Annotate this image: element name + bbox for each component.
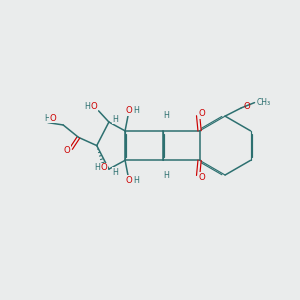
Text: O: O bbox=[126, 176, 133, 185]
Text: O: O bbox=[64, 146, 70, 155]
Text: H: H bbox=[112, 115, 118, 124]
Text: O: O bbox=[126, 106, 133, 115]
Text: O: O bbox=[199, 173, 206, 182]
Text: O: O bbox=[91, 102, 97, 111]
Text: O: O bbox=[50, 114, 56, 123]
Text: H: H bbox=[133, 176, 139, 185]
Text: H: H bbox=[94, 164, 100, 172]
Text: H: H bbox=[133, 106, 139, 115]
Text: O: O bbox=[199, 109, 206, 118]
Text: H: H bbox=[112, 168, 118, 177]
Text: H: H bbox=[44, 114, 50, 123]
Text: H: H bbox=[163, 111, 169, 120]
Text: O: O bbox=[244, 102, 250, 111]
Text: H: H bbox=[85, 102, 90, 111]
Text: H: H bbox=[163, 171, 169, 180]
Text: O: O bbox=[101, 164, 107, 172]
Text: CH₃: CH₃ bbox=[257, 98, 271, 107]
